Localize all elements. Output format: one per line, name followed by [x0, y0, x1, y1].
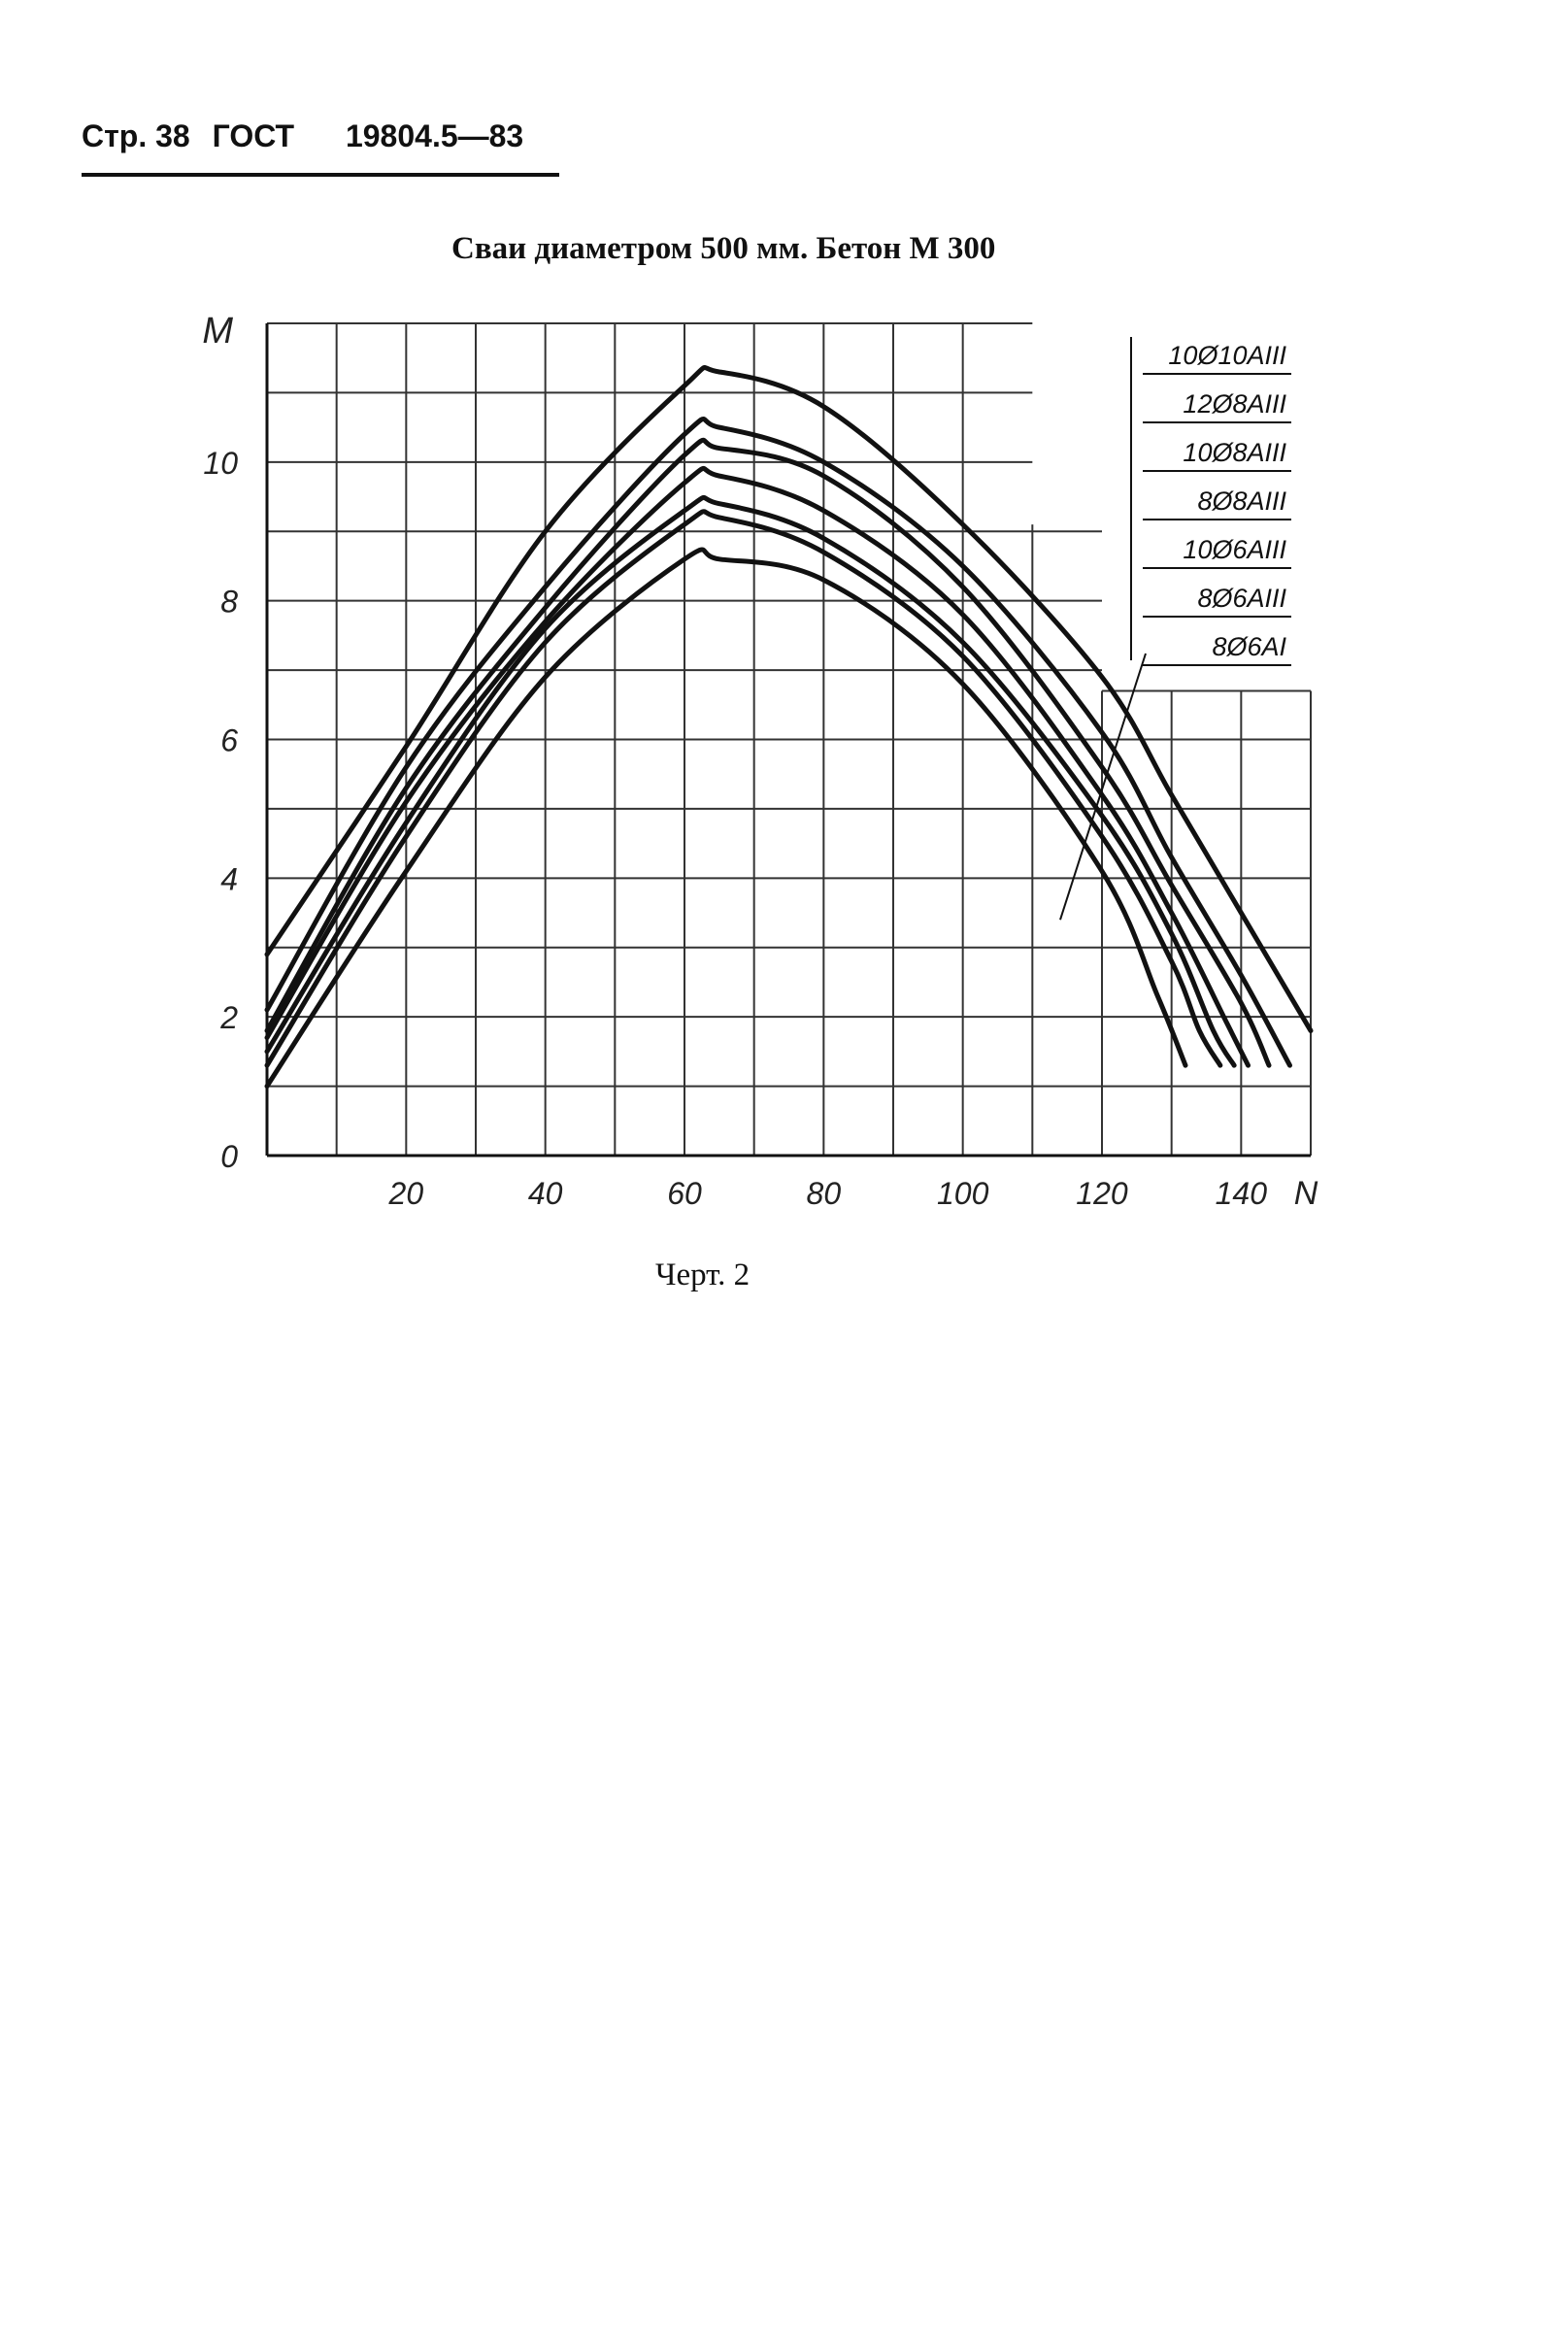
- legend-label: 8Ø6AIII: [1197, 584, 1286, 613]
- chart-series: [264, 365, 1314, 1090]
- chart-title: Сваи диаметром 500 мм. Бетон М 300: [451, 231, 996, 266]
- chart-axis: 20 40 60 80 100 120 140 0 2 4 6 8 10 M N: [202, 311, 1318, 1212]
- legend-label: 12Ø8AIII: [1183, 389, 1286, 419]
- legend-label: 8Ø8AIII: [1197, 486, 1286, 516]
- standard-label: ГОСТ: [212, 118, 295, 153]
- series-line: [264, 466, 1251, 1068]
- series-line: [264, 494, 1237, 1068]
- header-rule: [82, 173, 559, 177]
- legend-leader-line: [1059, 653, 1147, 921]
- x-tick-label: 60: [667, 1176, 702, 1211]
- series-line: [264, 417, 1292, 1068]
- x-tick-label: 80: [807, 1176, 842, 1211]
- y-tick-label: 0: [220, 1139, 238, 1174]
- x-tick-label: 100: [937, 1176, 989, 1211]
- y-tick-label: 8: [220, 585, 238, 620]
- legend-label: 10Ø10AIII: [1168, 341, 1286, 370]
- y-tick-label: 4: [220, 861, 238, 896]
- y-tick-label: 6: [220, 723, 238, 758]
- figure-caption: Черт. 2: [655, 1258, 751, 1292]
- legend-label: 10Ø6AIII: [1183, 535, 1286, 564]
- y-axis-label: M: [202, 311, 233, 352]
- x-tick-label: 140: [1216, 1176, 1268, 1211]
- standard-number: 19804.5—83: [345, 118, 524, 153]
- y-tick-label: 2: [219, 1000, 238, 1035]
- legend-label: 8Ø6AI: [1212, 632, 1286, 661]
- x-tick-label: 20: [388, 1176, 424, 1211]
- x-tick-label: 120: [1076, 1176, 1128, 1211]
- page-number: Стр. 38: [82, 118, 190, 153]
- series-line: [264, 547, 1188, 1090]
- legend-label: 10Ø8AIII: [1183, 438, 1286, 467]
- series-line: [264, 509, 1223, 1068]
- chart-legend: 10Ø10AIII 12Ø8AIII 10Ø8AIII 8Ø8AIII 10Ø6AIII…: [1059, 337, 1291, 921]
- page-header: Стр. 38 ГОСТ 19804.5—83: [82, 118, 557, 154]
- y-tick-label: 10: [203, 446, 238, 481]
- chart: 20 40 60 80 100 120 140 0 2 4 6 8 10 M N 10Ø10AIII 12Ø8…: [202, 311, 1318, 1212]
- x-tick-label: 40: [528, 1176, 563, 1211]
- series-line: [264, 437, 1272, 1068]
- x-axis-label: N: [1294, 1175, 1318, 1212]
- series-line: [264, 365, 1314, 1033]
